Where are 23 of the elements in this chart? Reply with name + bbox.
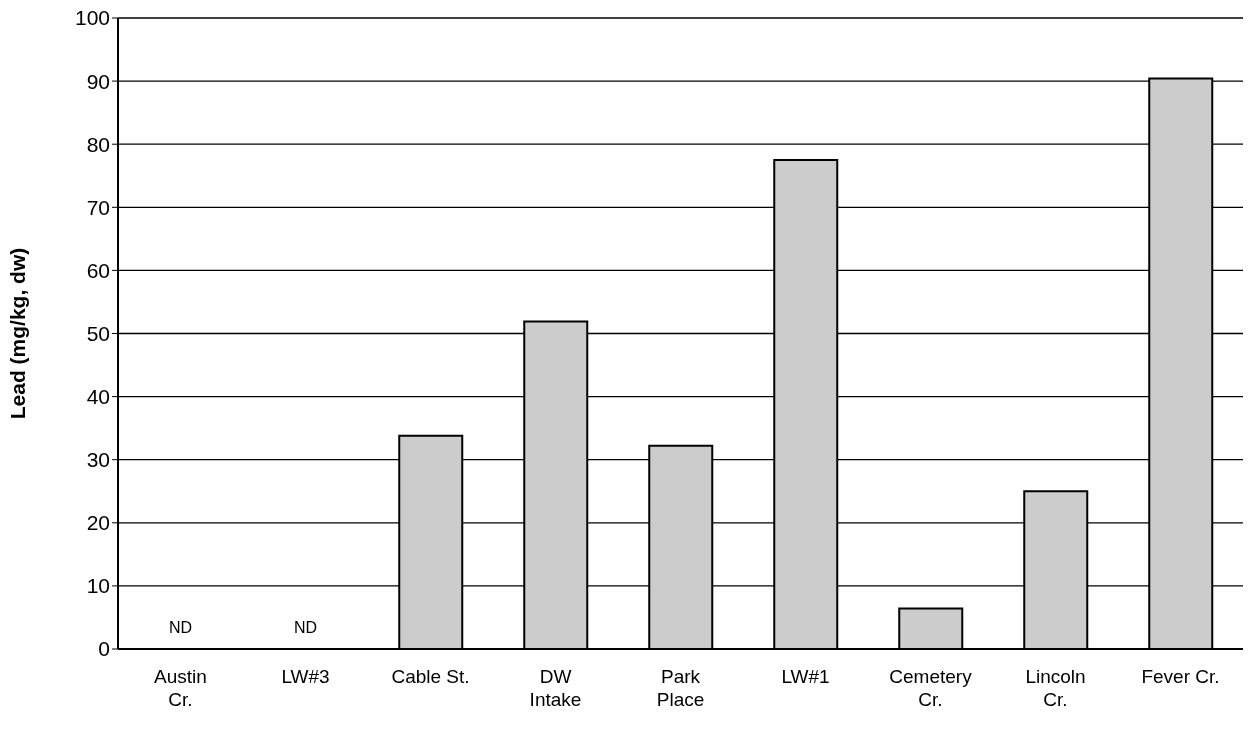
y-tick-label: 10 — [86, 574, 110, 598]
x-tick-label: Lincoln Cr. — [1025, 666, 1086, 710]
x-tick-label: Park Place — [656, 666, 705, 710]
x-tick-label: Fever Cr. — [1141, 666, 1220, 687]
y-axis-title: Lead (mg/kg, dw) — [6, 247, 30, 420]
y-tick-label: 70 — [86, 195, 110, 219]
x-tick-label: LW#3 — [281, 666, 330, 687]
text: ND — [293, 619, 318, 636]
x-tick-label: DW Intake — [529, 666, 582, 710]
x-tick-label: Austin Cr. — [154, 666, 207, 710]
y-tick-label: 90 — [86, 69, 110, 93]
y-tick-label: 30 — [86, 448, 110, 472]
y-tick-label: 40 — [86, 385, 110, 409]
text: ND — [168, 619, 193, 636]
x-tick-label: LW#1 — [781, 666, 830, 687]
x-tick-label: Cemetery Cr. — [889, 666, 973, 710]
y-tick-label: 0 — [98, 637, 110, 661]
y-tick-label: 80 — [86, 132, 110, 156]
y-tick-label: 20 — [86, 511, 110, 535]
x-tick-label: Cable St. — [391, 666, 470, 687]
y-tick-label: 100 — [74, 6, 110, 30]
y-tick-label: 50 — [86, 321, 110, 345]
y-tick-label: 60 — [86, 258, 110, 282]
